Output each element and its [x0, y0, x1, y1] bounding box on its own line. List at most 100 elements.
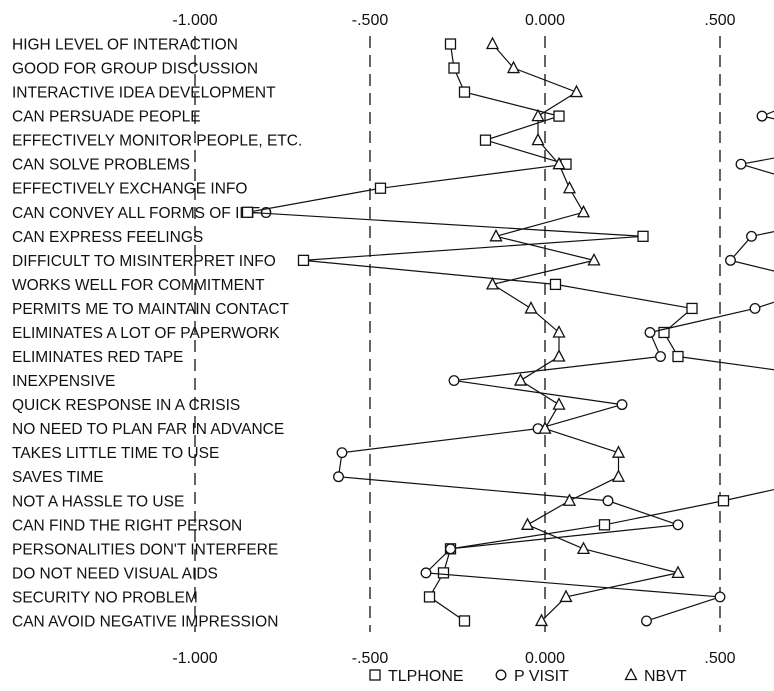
category-label: TAKES LITTLE TIME TO USE	[12, 445, 219, 462]
x-tick-label-top: -.500	[352, 12, 389, 29]
data-point-triangle	[513, 373, 528, 386]
data-point-circle	[420, 567, 432, 579]
data-point-triangle	[576, 204, 591, 218]
data-point-triangle	[587, 252, 601, 266]
category-label: NOT A HASSLE TO USE	[12, 493, 184, 510]
data-point-square	[458, 615, 471, 627]
grid-lines	[194, 36, 721, 632]
data-point-triangle	[569, 84, 584, 98]
data-point-square	[717, 495, 730, 507]
category-label: PERMITS ME TO MAINTAIN CONTACT	[12, 301, 290, 318]
category-labels: HIGH LEVEL OF INTERACTION GOOD FOR GROUP …	[12, 37, 302, 631]
category-label: GOOD FOR GROUP DISCUSSION	[12, 61, 258, 78]
data-point-square	[241, 206, 254, 218]
category-label: SAVES TIME	[12, 469, 104, 486]
category-label: NO NEED TO PLAN FAR IN ADVANCE	[12, 421, 284, 438]
data-point-circle	[644, 327, 656, 338]
data-point-triangle	[520, 517, 535, 530]
category-label: SECURITY NO PROBLEM	[12, 589, 198, 606]
data-point-square	[658, 326, 670, 339]
category-label: PERSONALITIES DON'T INTERFERE	[12, 541, 278, 558]
data-point-triangle	[552, 325, 566, 338]
category-label: DIFFICULT TO MISINTERPRET INFO	[12, 253, 276, 270]
data-point-triangle	[485, 276, 500, 290]
category-label: QUICK RESPONSE IN A CRISIS	[12, 397, 240, 414]
series-tlphone	[241, 38, 774, 627]
category-label: EFFECTIVELY MONITOR PEOPLE, ETC.	[12, 133, 302, 150]
data-point-square	[458, 86, 471, 98]
data-point-triangle	[489, 228, 503, 242]
data-point-circle	[714, 591, 726, 603]
data-point-circle	[735, 158, 747, 170]
series-line	[247, 43, 774, 622]
data-point-circle	[756, 110, 768, 122]
x-tick-label-bottom: .500	[704, 650, 735, 667]
data-point-square	[637, 230, 649, 242]
data-point-triangle	[611, 469, 626, 482]
data-point-triangle	[538, 421, 552, 434]
data-point-triangle	[506, 60, 521, 74]
x-tick-label-bottom: -.500	[352, 650, 389, 667]
data-point-triangle	[559, 589, 573, 603]
data-point-square	[479, 134, 492, 146]
x-tick-label-bottom: 0.000	[525, 650, 565, 667]
legend-square-icon	[369, 669, 381, 681]
category-label: ELIMINATES A LOT OF PAPERWORK	[12, 325, 280, 342]
data-point-square	[437, 567, 450, 579]
category-label: CAN FIND THE RIGHT PERSON	[12, 517, 242, 534]
category-label: INTERACTIVE IDEA DEVELOPMENT	[12, 85, 276, 102]
data-point-circle	[725, 254, 736, 266]
data-point-circle	[333, 471, 344, 483]
legend-item: P VISIT	[495, 668, 569, 685]
data-point-circle	[672, 519, 684, 531]
category-label: EFFECTIVELY EXCHANGE INFO	[12, 181, 247, 198]
category-label: CAN AVOID NEGATIVE IMPRESSION	[12, 613, 278, 630]
x-tick-label-bottom: -1.000	[172, 650, 217, 667]
data-point-square	[423, 591, 436, 603]
data-point-triangle	[531, 132, 545, 146]
data-point-triangle	[552, 156, 566, 170]
series-group	[241, 36, 774, 627]
data-point-triangle	[562, 493, 577, 506]
category-label: CAN EXPRESS FEELINGS	[12, 229, 203, 246]
category-label: WORKS WELL FOR COMMITMENT	[12, 277, 265, 294]
data-point-triangle	[534, 613, 549, 627]
legend-label: TLPHONE	[388, 668, 464, 685]
data-point-circle	[448, 375, 460, 387]
data-point-circle	[749, 302, 761, 314]
data-point-circle	[746, 230, 757, 242]
category-label: DO NOT NEED VISUAL AIDS	[12, 565, 218, 582]
legend-triangle-icon	[624, 667, 638, 681]
data-point-triangle	[611, 445, 626, 458]
category-label: ELIMINATES RED TAPE	[12, 349, 183, 366]
data-point-circle	[655, 351, 666, 362]
data-point-triangle	[576, 541, 591, 554]
category-label: HIGH LEVEL OF INTERACTION	[12, 37, 238, 54]
category-label: INEXPENSIVE	[12, 373, 115, 390]
data-point-square	[297, 254, 310, 267]
data-point-square	[448, 62, 460, 74]
data-point-square	[444, 38, 457, 50]
data-point-triangle	[552, 397, 566, 410]
legend-label: NBVT	[644, 668, 687, 685]
data-point-square	[553, 110, 565, 122]
x-tick-label-top: -1.000	[172, 12, 217, 29]
data-point-circle	[602, 495, 614, 507]
data-point-circle	[616, 399, 628, 411]
legend-circle-icon	[495, 669, 507, 681]
data-point-circle	[641, 615, 652, 627]
legend-label: P VISIT	[514, 668, 569, 685]
category-label: CAN SOLVE PROBLEMS	[12, 157, 190, 174]
legend-item: TLPHONE	[369, 668, 464, 685]
data-point-square	[598, 519, 611, 531]
data-point-triangle	[671, 565, 685, 579]
legend: TLPHONE P VISIT NBVT	[369, 667, 687, 685]
data-point-circle	[336, 447, 348, 459]
category-label: CAN CONVEY ALL FORMS OF INFO	[12, 205, 272, 222]
data-point-triangle	[485, 36, 500, 50]
data-point-circle	[445, 543, 456, 555]
data-point-square	[374, 182, 387, 194]
